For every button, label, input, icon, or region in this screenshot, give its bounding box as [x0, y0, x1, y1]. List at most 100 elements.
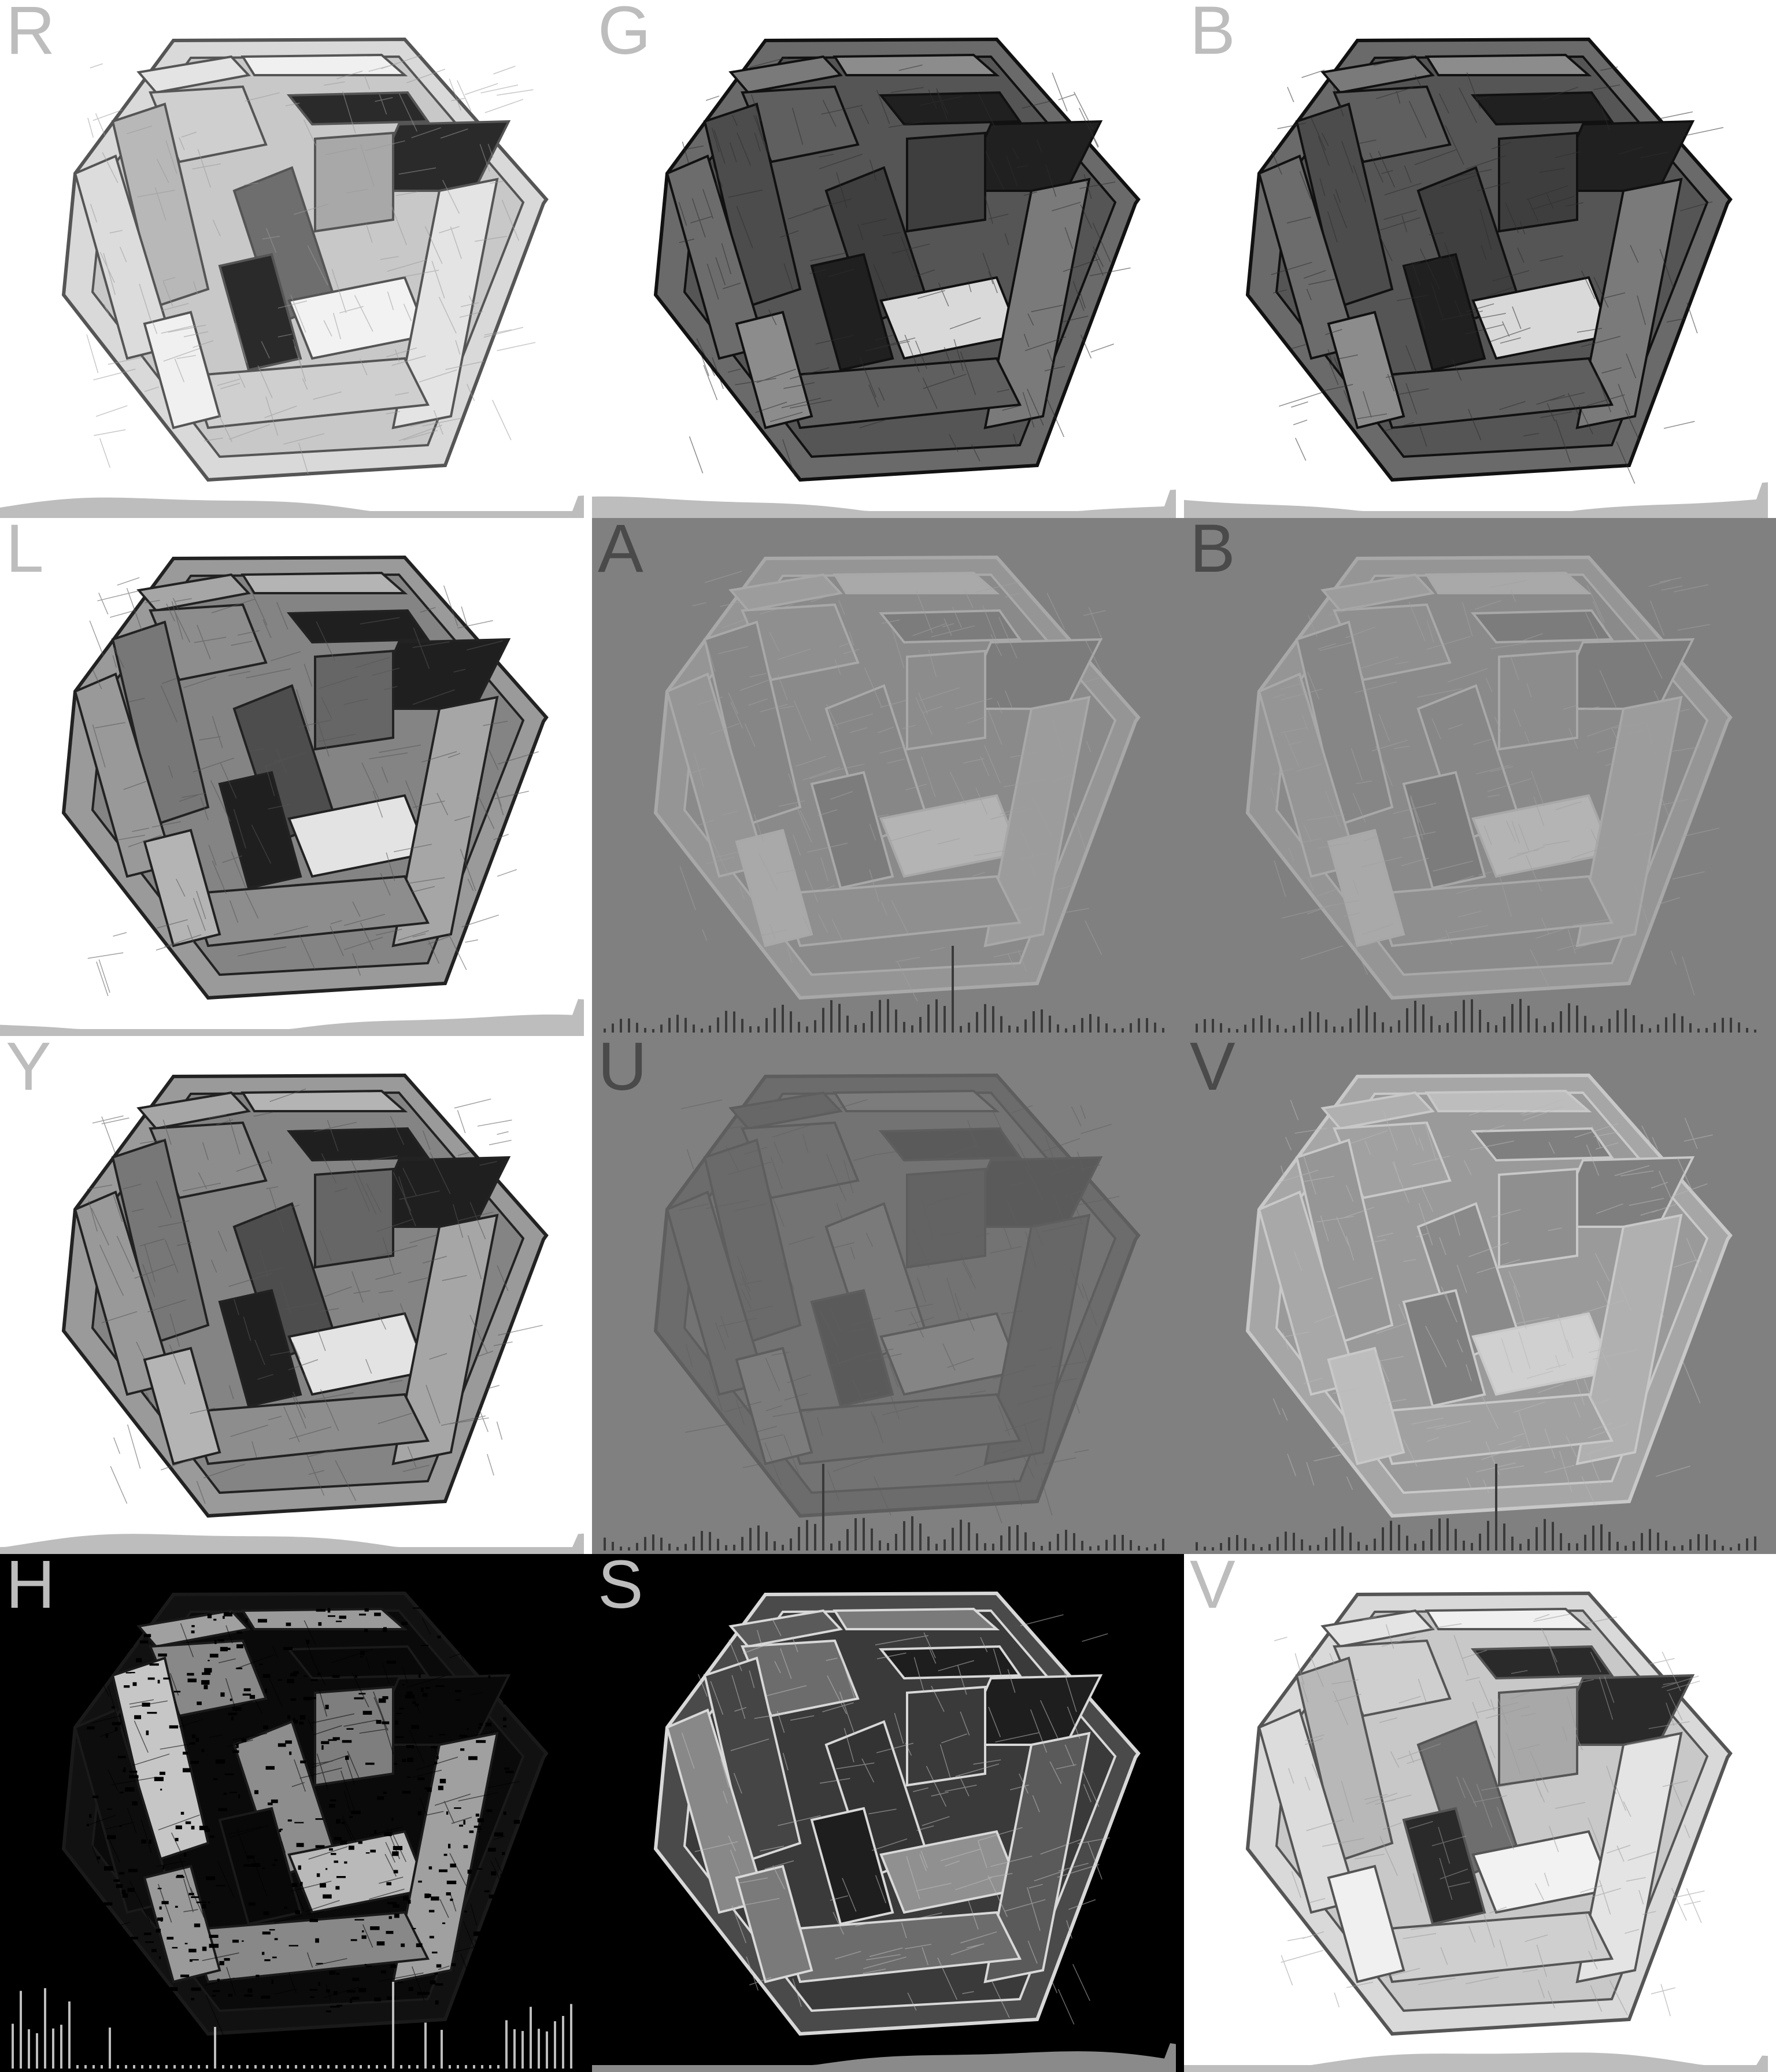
panel-r-channel: R: [0, 0, 592, 518]
puzzle-piece: [735, 1346, 813, 1466]
panel-l-channel: L: [0, 518, 592, 1036]
puzzle-piece: [136, 1091, 251, 1130]
puzzle-piece: [1575, 177, 1683, 430]
histogram: [1196, 1464, 1756, 1551]
puzzle-image: [0, 555, 584, 1036]
puzzle-piece: [136, 55, 251, 94]
puzzle-piece: [1470, 609, 1614, 644]
panel-b-channel: B: [1184, 0, 1776, 518]
puzzle-piece: [878, 91, 1022, 126]
puzzle-image: [1196, 555, 1756, 1033]
puzzle-piece: [143, 1346, 221, 1466]
puzzle-piece: [1320, 1609, 1435, 1648]
puzzle-piece: [832, 53, 1000, 76]
puzzle-image: [604, 555, 1164, 1033]
puzzle-piece: [143, 1864, 221, 1984]
puzzle-piece: [240, 1089, 408, 1112]
puzzle-image: [0, 1073, 584, 1554]
puzzle-piece: [314, 649, 394, 751]
puzzle-piece: [314, 1167, 394, 1269]
puzzle-piece: [906, 131, 986, 233]
panel-a-channel: A: [592, 518, 1184, 1036]
puzzle-piece: [1327, 1346, 1405, 1466]
panel-label: G: [598, 0, 651, 69]
puzzle-image: [1184, 1591, 1768, 2072]
puzzle-piece: [735, 1864, 813, 1984]
puzzle-piece: [810, 771, 894, 890]
puzzle-piece: [728, 1609, 843, 1648]
puzzle-piece: [218, 1289, 302, 1408]
puzzle-piece: [810, 253, 894, 372]
puzzle-piece: [1498, 1685, 1578, 1787]
puzzle-piece: [728, 55, 843, 94]
panel-label: B: [1190, 0, 1235, 69]
puzzle-piece: [1424, 53, 1592, 76]
puzzle-piece: [314, 1685, 394, 1787]
puzzle-piece: [1402, 771, 1486, 890]
puzzle-piece: [1470, 91, 1614, 126]
puzzle-piece: [832, 571, 1000, 594]
puzzle-piece: [136, 573, 251, 612]
panel-label: Y: [6, 1036, 51, 1105]
puzzle-image: [1184, 37, 1768, 518]
histogram: [1184, 482, 1768, 518]
panel-label: V: [1190, 1036, 1235, 1105]
puzzle-piece: [240, 53, 408, 76]
panel-s-channel: S: [592, 1554, 1184, 2072]
histogram: [0, 495, 584, 518]
puzzle-piece: [810, 1289, 894, 1408]
puzzle-piece: [832, 1089, 1000, 1112]
histogram: [604, 1464, 1164, 1551]
panel-label: R: [6, 0, 56, 69]
puzzle-piece: [1320, 55, 1435, 94]
puzzle-piece: [906, 1685, 986, 1787]
puzzle-piece: [728, 573, 843, 612]
puzzle-piece: [1498, 1167, 1578, 1269]
puzzle-piece: [391, 177, 499, 430]
puzzle-piece: [136, 1609, 251, 1648]
puzzle-piece: [240, 571, 408, 594]
puzzle-piece: [143, 828, 221, 948]
puzzle-image: [1196, 1073, 1756, 1551]
puzzle-piece: [878, 1127, 1022, 1162]
puzzle-piece: [1327, 828, 1405, 948]
puzzle-piece: [286, 1127, 430, 1162]
histogram: [604, 946, 1164, 1033]
puzzle-piece: [878, 1645, 1022, 1680]
puzzle-image: [0, 37, 584, 518]
puzzle-image: [592, 1591, 1176, 2072]
puzzle-piece: [728, 1091, 843, 1130]
panel-u-channel: U: [592, 1036, 1184, 1554]
puzzle-piece: [1327, 1864, 1405, 1984]
puzzle-piece: [1470, 1645, 1614, 1680]
puzzle-image: [592, 37, 1176, 518]
panel-g-channel: G: [592, 0, 1184, 518]
puzzle-piece: [240, 1607, 408, 1630]
puzzle-piece: [1320, 1091, 1435, 1130]
panel-y-channel: Y: [0, 1036, 592, 1554]
puzzle-piece: [832, 1607, 1000, 1630]
panel-label: A: [598, 518, 643, 587]
puzzle-piece: [1575, 1731, 1683, 1984]
puzzle-piece: [983, 177, 1091, 430]
histogram: [1184, 2052, 1768, 2072]
puzzle-image: [12, 1591, 572, 2069]
panel-hsv-v-channel: V: [1184, 1554, 1776, 2072]
puzzle-piece: [1498, 649, 1578, 751]
panel-label: B: [1190, 518, 1235, 587]
puzzle-piece: [1327, 310, 1405, 430]
puzzle-piece: [1424, 1089, 1592, 1112]
puzzle-piece: [1575, 695, 1683, 948]
puzzle-piece: [286, 609, 430, 644]
puzzle-image: [604, 1073, 1164, 1551]
puzzle-piece: [391, 695, 499, 948]
puzzle-piece: [286, 1645, 430, 1680]
puzzle-piece: [810, 1807, 894, 1926]
puzzle-piece: [1498, 131, 1578, 233]
puzzle-piece: [1402, 253, 1486, 372]
panel-lab-b-channel: B: [1184, 518, 1776, 1036]
puzzle-piece: [878, 609, 1022, 644]
puzzle-piece: [218, 771, 302, 890]
puzzle-piece: [735, 310, 813, 430]
puzzle-piece: [906, 649, 986, 751]
